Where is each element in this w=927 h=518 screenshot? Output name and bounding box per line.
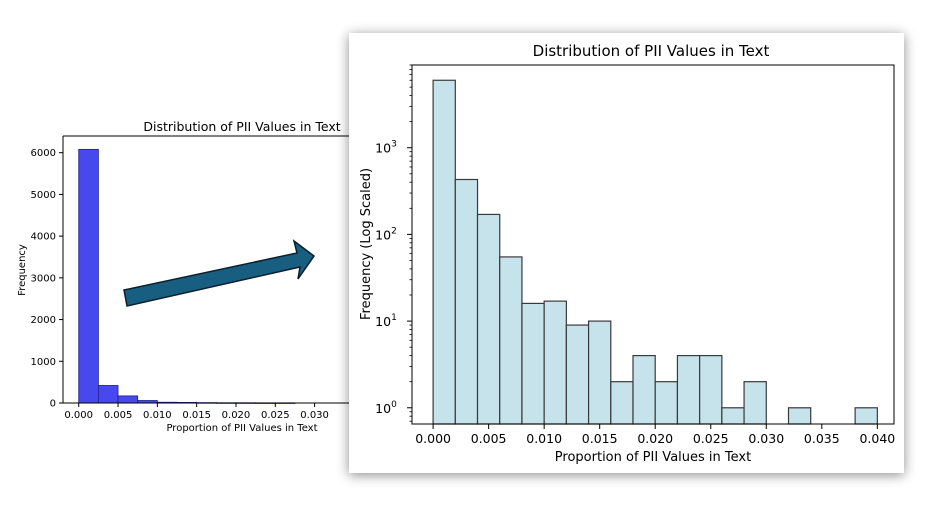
left-x-ticks: 0.000 0.005 0.010 0.015 0.020 0.025 0.030 (64, 403, 329, 421)
right-y-tick-label: 101 (375, 313, 397, 329)
left-bar-1 (97, 385, 119, 404)
right-x-ticks: 0.000 0.005 0.010 0.015 0.020 0.025 0.030 0.035… (415, 424, 895, 446)
right-x-tick-label: 0.025 (693, 431, 729, 446)
right-axes (411, 64, 895, 425)
left-y-axis-label: Frequency (17, 244, 28, 296)
left-x-tick-label: 0.025 (261, 410, 290, 421)
left-x-tick-label: 0.030 (300, 410, 329, 421)
left-y-tick-label: 1000 (31, 357, 56, 368)
right-y-ticks: 100 101 102 103 (375, 64, 412, 422)
left-y-tick-label: 0 (50, 399, 56, 410)
left-x-tick-label: 0.020 (222, 410, 251, 421)
right-x-tick-label: 0.030 (748, 431, 784, 446)
left-bar-0 (78, 148, 99, 404)
right-y-tick-label: 102 (375, 226, 397, 242)
left-y-tick-label: 5000 (31, 190, 56, 201)
arrow-shape (123, 239, 316, 307)
right-x-axis-label: Proportion of PII Values in Text (555, 450, 751, 465)
left-bar-2 (117, 395, 139, 404)
left-y-tick-label: 4000 (31, 232, 56, 243)
right-bar-14 (743, 381, 767, 425)
right-bar-2 (476, 213, 501, 425)
left-chart-title: Distribution of PII Values in Text (143, 119, 340, 134)
right-bar-0 (432, 79, 456, 425)
right-bar-16 (854, 407, 878, 425)
right-bar-15 (787, 407, 812, 425)
right-bar-8 (610, 381, 634, 425)
right-bar-1 (454, 178, 479, 425)
right-x-tick-label: 0.020 (637, 431, 673, 446)
left-x-axis-label: Proportion of PII Values in Text (166, 423, 317, 434)
left-y-tick-label: 6000 (31, 148, 56, 159)
right-bar-9 (632, 354, 656, 425)
right-x-tick-label: 0.015 (582, 431, 618, 446)
right-bar-11 (676, 354, 701, 425)
right-bar-6 (565, 324, 590, 425)
right-x-tick-label: 0.005 (471, 431, 507, 446)
right-y-axis-label: Frequency (Log Scaled) (359, 168, 374, 320)
left-y-ticks: 0 1000 2000 3000 4000 5000 6000 (31, 148, 63, 410)
right-chart-title: Distribution of PII Values in Text (533, 42, 770, 60)
right-bar-7 (587, 320, 612, 425)
arrow-right-icon (123, 239, 316, 307)
right-bars (432, 79, 878, 425)
right-bar-3 (499, 256, 523, 425)
left-y-tick-label: 3000 (31, 273, 56, 284)
right-x-tick-label: 0.040 (859, 431, 895, 446)
right-x-tick-label: 0.000 (415, 431, 451, 446)
left-x-tick-label: 0.000 (64, 410, 93, 421)
right-bar-4 (521, 302, 545, 425)
left-x-tick-label: 0.015 (182, 410, 211, 421)
linear-histogram-chart: Distribution of PII Values in Text 0.000… (17, 119, 350, 434)
right-bar-5 (543, 300, 567, 425)
right-y-tick-label: 100 (375, 400, 397, 416)
right-y-tick-label: 103 (375, 140, 397, 156)
left-y-tick-label: 2000 (31, 315, 56, 326)
left-x-tick-label: 0.010 (143, 410, 172, 421)
right-x-tick-label: 0.035 (804, 431, 840, 446)
right-bar-10 (654, 381, 679, 425)
right-bar-12 (699, 354, 723, 425)
right-bar-13 (721, 407, 745, 425)
left-axes (62, 135, 350, 404)
log-histogram-card: Distribution of PII Values in Text 0.000… (349, 33, 904, 473)
right-x-tick-label: 0.010 (526, 431, 562, 446)
left-x-tick-label: 0.005 (104, 410, 133, 421)
